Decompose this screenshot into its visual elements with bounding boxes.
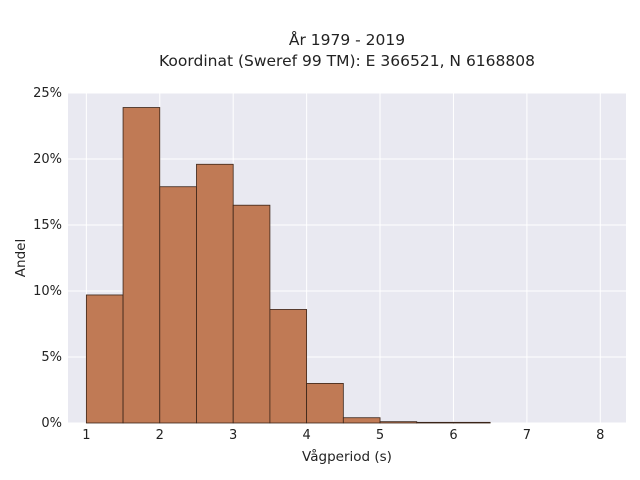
y-tick-label: 5% — [41, 350, 62, 365]
x-tick-label: 4 — [302, 428, 310, 443]
y-tick-label: 25% — [33, 86, 62, 101]
chart-title: År 1979 - 2019 Koordinat (Sweref 99 TM):… — [159, 30, 535, 70]
histogram-bar — [306, 382, 344, 424]
histogram-bar — [416, 421, 454, 424]
y-tick-label: 15% — [33, 218, 62, 233]
x-tick-label: 8 — [596, 428, 604, 443]
histogram-bar — [196, 163, 234, 424]
y-tick-label: 20% — [33, 152, 62, 167]
y-tick-label: 10% — [33, 284, 62, 299]
chart-title-line-2: Koordinat (Sweref 99 TM): E 366521, N 61… — [159, 52, 535, 70]
x-tick-label: 3 — [229, 428, 237, 443]
y-axis-label: Andel — [13, 239, 29, 277]
y-tick-label: 0% — [41, 416, 62, 431]
x-tick-label: 6 — [449, 428, 457, 443]
y-axis-ticks: 0% 5% 10% 15% 20% 25% — [33, 86, 62, 431]
x-axis-ticks: 1 2 3 4 5 6 7 8 — [82, 428, 604, 443]
histogram-bar — [342, 417, 381, 424]
x-tick-label: 7 — [523, 428, 531, 443]
histogram-bar — [122, 107, 161, 424]
histogram-bars — [85, 107, 491, 424]
x-tick-label: 1 — [82, 428, 90, 443]
histogram-bar — [453, 421, 491, 424]
histogram-bar — [379, 421, 418, 424]
x-tick-label: 2 — [156, 428, 164, 443]
x-axis-label: Vågperiod (s) — [302, 448, 392, 465]
histogram-bar — [269, 309, 308, 424]
chart-title-line-1: År 1979 - 2019 — [289, 30, 405, 49]
histogram-bar — [232, 204, 271, 424]
histogram-bar — [159, 186, 197, 424]
x-tick-label: 5 — [376, 428, 384, 443]
histogram-bar — [85, 294, 124, 424]
